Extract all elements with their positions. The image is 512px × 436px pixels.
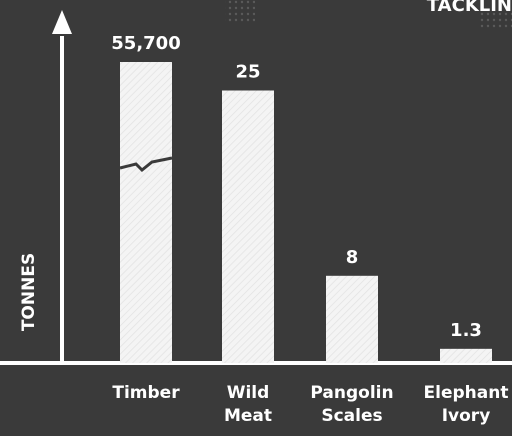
bars-group: [119, 62, 492, 363]
value-label: 1.3: [450, 320, 482, 341]
category-label: Ivory: [442, 406, 491, 426]
bar-wild-meat: [222, 90, 274, 363]
category-label: Timber: [112, 383, 180, 403]
bar-pangolin-scales: [326, 275, 378, 363]
category-label: Pangolin: [310, 383, 393, 403]
category-label: Meat: [224, 406, 272, 426]
axis-break-mark: [119, 156, 173, 173]
value-label: 8: [346, 247, 359, 268]
category-label: Scales: [321, 406, 382, 426]
bar-elephant-ivory: [440, 348, 492, 363]
category-label: Elephant: [424, 383, 509, 403]
y-axis-title: TONNES: [19, 253, 39, 331]
bar-timber: [120, 62, 172, 363]
category-label: Wild: [227, 383, 270, 403]
labels-group: 55,700 Timber 25 Wild Meat 8 Pangolin Scales 1.3…: [111, 33, 508, 426]
decorative-dot-grid: [225, 0, 255, 24]
header-title: TACKLIN: [427, 0, 512, 16]
y-axis-arrow-icon: [52, 10, 72, 34]
value-label: 25: [235, 62, 260, 83]
decorative-dot-grid-right: [480, 12, 512, 30]
value-label: 55,700: [111, 33, 180, 54]
